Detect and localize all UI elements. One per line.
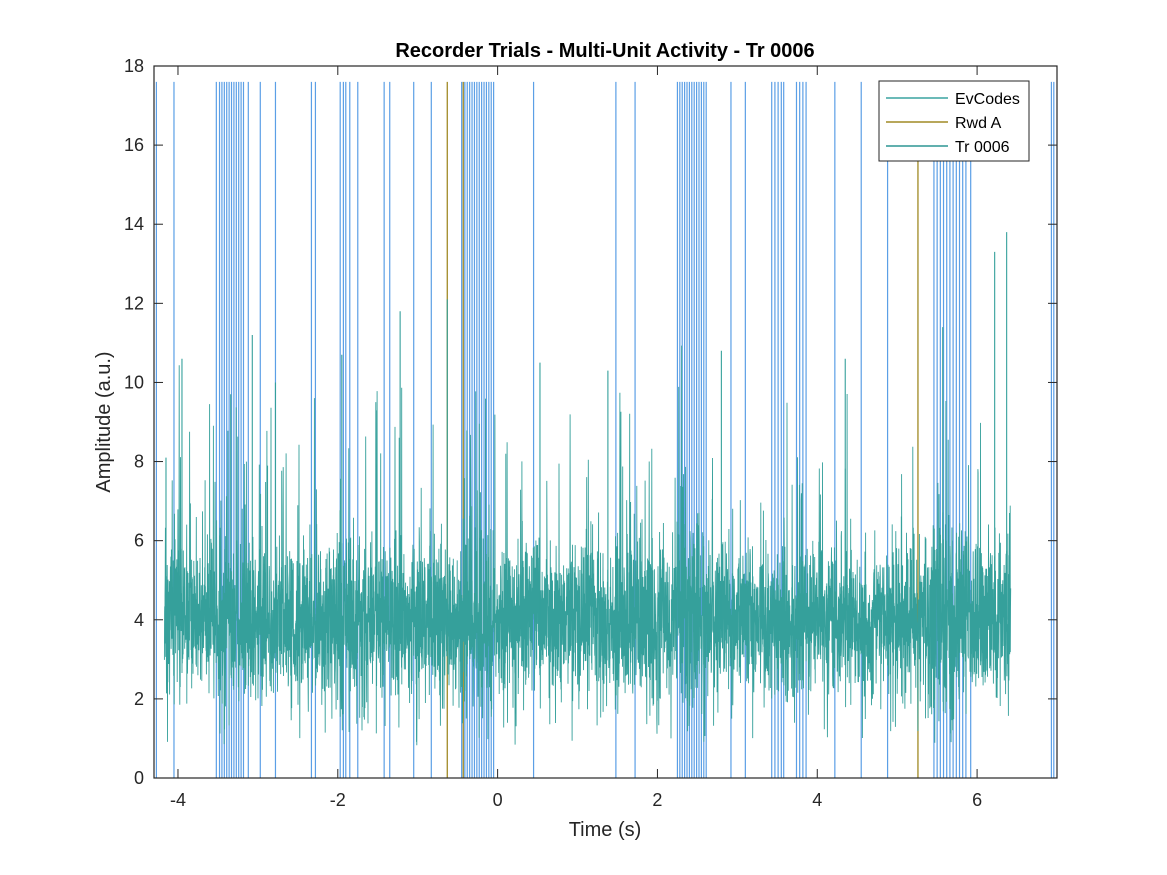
y-tick-label: 4 xyxy=(134,610,144,630)
legend-entry-rwd-a: Rwd A xyxy=(886,115,1002,132)
x-axis-label: Time (s) xyxy=(569,819,642,841)
x-axis: -4 -2 0 2 4 6 xyxy=(170,66,982,810)
y-tick-label: 2 xyxy=(134,689,144,709)
y-tick-label: 12 xyxy=(124,293,144,313)
y-tick-label: 18 xyxy=(124,56,144,76)
y-tick-label: 0 xyxy=(134,768,144,788)
legend-entry-tr-0006: Tr 0006 xyxy=(886,139,1010,156)
legend-label-tr-0006: Tr 0006 xyxy=(955,139,1010,156)
legend-box xyxy=(878,80,1030,162)
legend-label-evcodes: EvCodes xyxy=(955,91,1020,108)
x-tick-label: -2 xyxy=(330,790,346,810)
x-tick-label: 2 xyxy=(652,790,662,810)
legend-entry-evcodes: EvCodes xyxy=(886,91,1020,108)
axes-box xyxy=(153,65,1058,779)
x-tick-label: 0 xyxy=(493,790,503,810)
x-tick-label: 4 xyxy=(812,790,822,810)
chart-title: Recorder Trials - Multi-Unit Activity - … xyxy=(395,40,814,62)
y-axis: 0 2 4 6 8 10 12 14 16 18 xyxy=(124,56,1057,788)
y-tick-label: 10 xyxy=(124,372,144,392)
y-tick-label: 8 xyxy=(134,452,144,472)
legend: EvCodes Rwd A Tr 0006 xyxy=(878,80,1030,162)
y-tick-label: 6 xyxy=(134,531,144,551)
y-axis-label: Amplitude (a.u.) xyxy=(93,351,115,492)
tr-0006-trace-group xyxy=(163,232,1012,746)
y-tick-label: 16 xyxy=(124,135,144,155)
y-tick-label: 14 xyxy=(124,214,144,234)
x-tick-label: 6 xyxy=(972,790,982,810)
legend-label-rwd-a: Rwd A xyxy=(955,115,1002,132)
plot-area xyxy=(155,81,1055,778)
tr-0006-trace xyxy=(163,345,1012,746)
x-tick-label: -4 xyxy=(170,790,186,810)
